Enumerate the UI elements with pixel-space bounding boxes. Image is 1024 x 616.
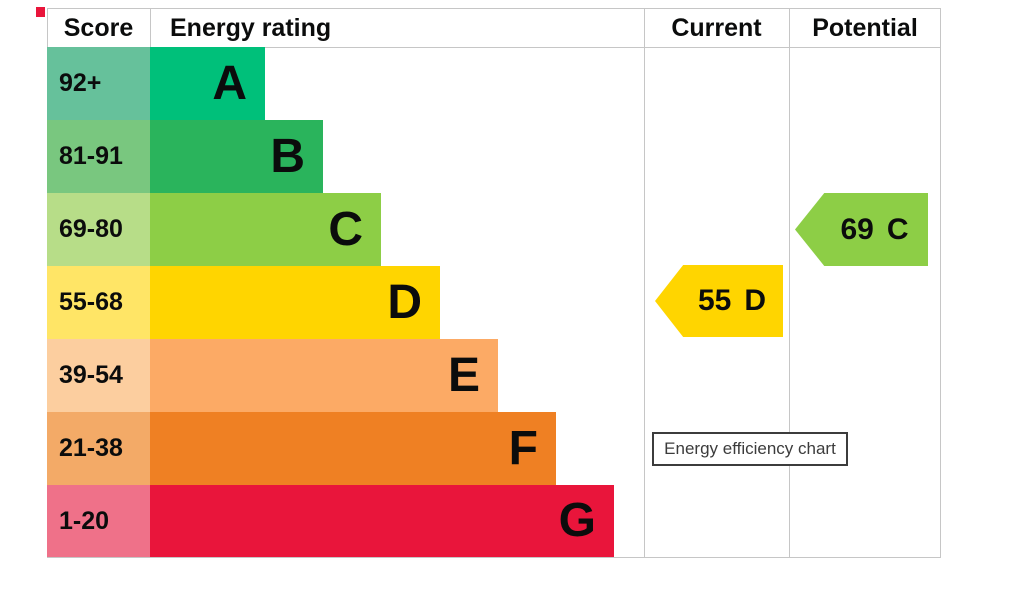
- band-bar: A: [150, 47, 265, 120]
- band-letter: C: [328, 202, 363, 256]
- grid-potential-divider: [789, 8, 790, 557]
- grid-current-divider: [644, 8, 645, 557]
- band-letter: F: [508, 421, 538, 475]
- band-bar: B: [150, 120, 323, 193]
- chart-table: Score Energy rating Current Potential 92…: [47, 8, 941, 558]
- band-letter: D: [387, 275, 422, 329]
- band-row: 81-91 B: [47, 120, 941, 193]
- band-score-label: 92+: [59, 69, 102, 97]
- grid-score-divider: [150, 8, 151, 47]
- band-score-cell: 21-38: [47, 412, 150, 485]
- band-rows: 92+ A 81-91 B 69-80 C 55-68 D 39-54: [47, 47, 941, 557]
- band-score-cell: 1-20: [47, 485, 150, 557]
- band-score-cell: 69-80: [47, 193, 150, 266]
- band-bar: F: [150, 412, 556, 485]
- band-letter: G: [558, 494, 596, 547]
- band-score-cell: 55-68: [47, 266, 150, 339]
- band-row: 69-80 C: [47, 193, 941, 266]
- grid-bottom-line: [47, 557, 941, 558]
- header-score: Score: [63, 13, 134, 42]
- band-score-label: 81-91: [59, 142, 123, 170]
- potential-score: 69: [840, 212, 874, 246]
- band-bar: C: [150, 193, 381, 266]
- band-score-label: 1-20: [59, 506, 110, 535]
- current-score: 55: [697, 284, 732, 317]
- potential-band-letter: C: [886, 212, 909, 246]
- band-letter: E: [447, 348, 480, 402]
- band-row: 21-38 F: [47, 412, 941, 485]
- grid-top-line: [47, 8, 941, 9]
- band-bar: G: [150, 485, 614, 557]
- band-letter: B: [270, 129, 305, 183]
- red-marker: [36, 7, 45, 17]
- potential-rating-arrow: 69 C: [795, 193, 928, 266]
- band-score-label: 39-54: [59, 361, 123, 389]
- band-row: 1-20 G: [47, 485, 941, 557]
- band-row: 55-68 D: [47, 266, 941, 339]
- band-score-cell: 39-54: [47, 339, 150, 412]
- band-score-cell: 81-91: [47, 120, 150, 193]
- current-band-letter: D: [744, 284, 767, 317]
- band-score-cell: 92+: [47, 47, 150, 120]
- header-potential: Potential: [812, 13, 918, 42]
- band-score-label: 69-80: [59, 215, 123, 243]
- grid-right-line: [940, 8, 941, 557]
- band-letter: A: [212, 56, 247, 110]
- band-row: 39-54 E: [47, 339, 941, 412]
- header-energy-rating: Energy rating: [170, 13, 332, 42]
- band-bar: D: [150, 266, 440, 339]
- chart-tooltip-text: Energy efficiency chart: [664, 439, 836, 458]
- chart-tooltip: Energy efficiency chart: [652, 432, 848, 466]
- current-rating-arrow: 55 D: [655, 265, 783, 337]
- band-row: 92+ A: [47, 47, 941, 120]
- grid-header-bottom-line: [47, 47, 941, 48]
- band-score-label: 55-68: [59, 288, 123, 316]
- header-current: Current: [671, 13, 762, 42]
- grid-left-line: [47, 8, 48, 47]
- band-score-label: 21-38: [59, 434, 123, 462]
- band-bar: E: [150, 339, 498, 412]
